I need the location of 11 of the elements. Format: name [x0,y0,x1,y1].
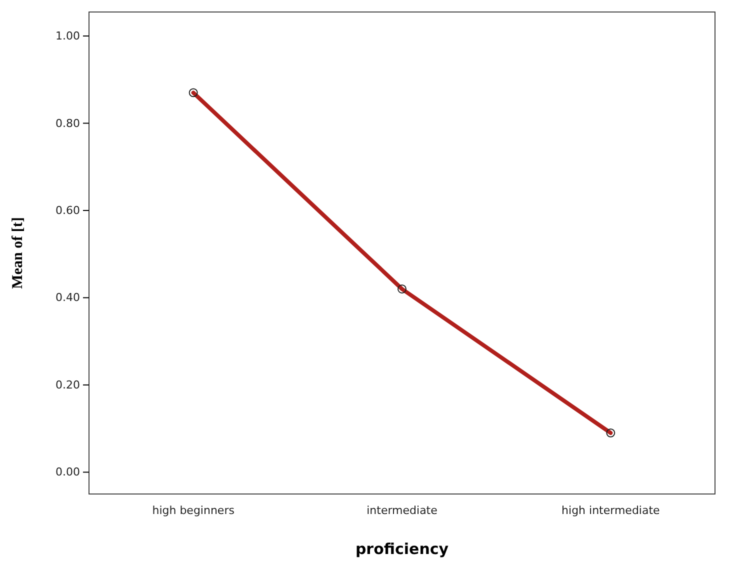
y-tick-label: 0.00 [56,466,80,479]
x-tick-label: high beginners [152,504,235,517]
x-tick-label: high intermediate [562,504,660,517]
y-tick-label: 1.00 [56,30,80,43]
y-tick-label: 0.80 [56,116,80,130]
y-tick-label: 0.40 [56,291,80,304]
y-tick-label: 0.60 [56,204,80,217]
x-tick-label: intermediate [366,504,438,517]
y-axis-title: Mean of [t] [10,217,26,289]
x-axis-title: proficiency [355,540,449,558]
y-tick-label: 0.20 [56,378,80,392]
